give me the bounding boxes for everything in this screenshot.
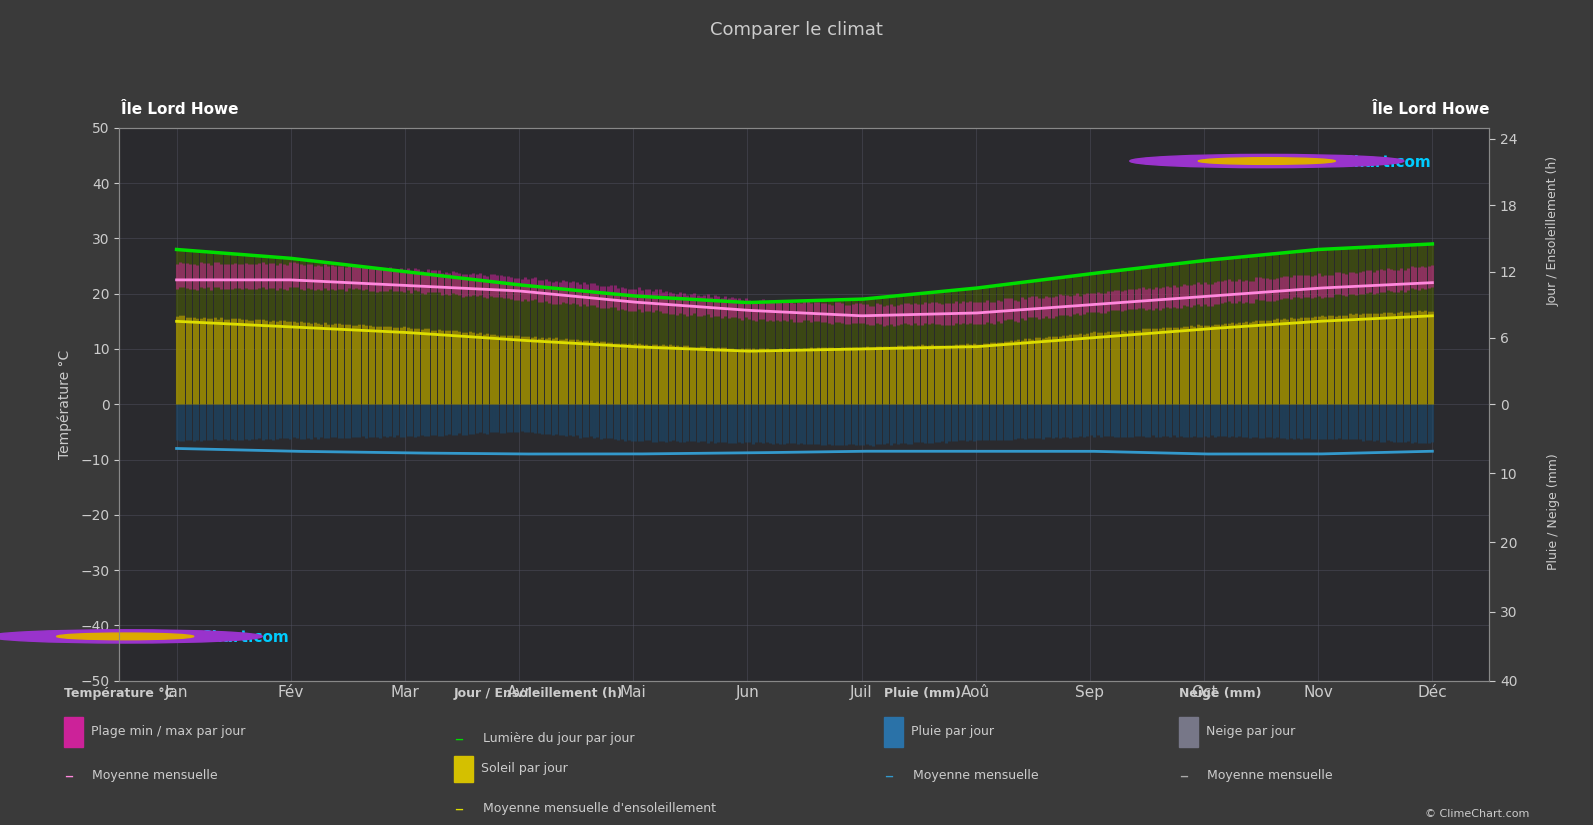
- Text: Pluie par jour: Pluie par jour: [911, 725, 994, 738]
- Text: –: –: [1179, 766, 1188, 785]
- Text: Jour / Ensoleillement (h): Jour / Ensoleillement (h): [454, 687, 623, 700]
- Circle shape: [1198, 158, 1335, 164]
- Text: Plage min / max par jour: Plage min / max par jour: [91, 725, 245, 738]
- Text: © ClimeChart.com: © ClimeChart.com: [1424, 808, 1529, 818]
- Text: Soleil par jour: Soleil par jour: [481, 762, 567, 776]
- Text: Moyenne mensuelle: Moyenne mensuelle: [92, 769, 218, 782]
- Text: Moyenne mensuelle d'ensoleillement: Moyenne mensuelle d'ensoleillement: [483, 802, 715, 815]
- Text: Moyenne mensuelle: Moyenne mensuelle: [1207, 769, 1333, 782]
- Text: ClimeChart.com: ClimeChart.com: [155, 630, 290, 645]
- Circle shape: [0, 629, 263, 643]
- Text: Pluie (mm): Pluie (mm): [884, 687, 961, 700]
- Text: Île Lord Howe: Île Lord Howe: [121, 101, 239, 117]
- Text: Comparer le climat: Comparer le climat: [710, 21, 883, 39]
- Text: –: –: [454, 799, 464, 818]
- Text: Température °C: Température °C: [64, 687, 174, 700]
- Text: Neige (mm): Neige (mm): [1179, 687, 1262, 700]
- Circle shape: [57, 633, 194, 639]
- Text: ClimeChart.com: ClimeChart.com: [1295, 154, 1431, 170]
- Text: Jour / Ensoleillement (h): Jour / Ensoleillement (h): [1547, 156, 1560, 306]
- Text: –: –: [884, 766, 894, 785]
- Y-axis label: Température °C: Température °C: [57, 350, 72, 459]
- Circle shape: [1129, 154, 1403, 167]
- Text: Île Lord Howe: Île Lord Howe: [1372, 101, 1489, 117]
- Text: Pluie / Neige (mm): Pluie / Neige (mm): [1547, 453, 1560, 570]
- Text: Lumière du jour par jour: Lumière du jour par jour: [483, 732, 634, 745]
- Text: –: –: [454, 729, 464, 747]
- Text: Neige par jour: Neige par jour: [1206, 725, 1295, 738]
- Text: Moyenne mensuelle: Moyenne mensuelle: [913, 769, 1039, 782]
- Text: –: –: [64, 766, 73, 785]
